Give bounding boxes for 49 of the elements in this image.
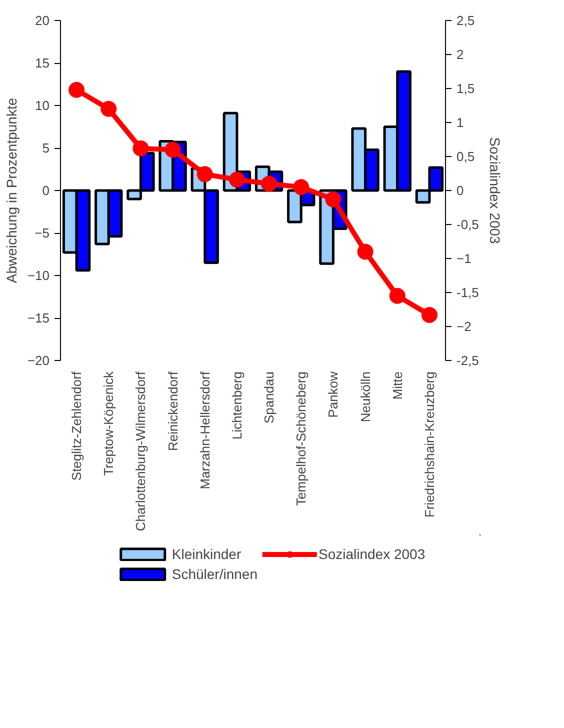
legend-label: Schüler/innen <box>172 566 258 582</box>
y-tick-label: 10 <box>35 98 50 113</box>
legend-label: Kleinkinder <box>172 546 242 562</box>
y2-tick-label: 1,5 <box>456 81 475 96</box>
y2-tick-label: 1 <box>456 115 464 130</box>
y2-tick-label: 0,5 <box>456 149 475 164</box>
x-tick-label: Friedrichshain-Kreuzberg <box>422 372 437 518</box>
x-tick-label: Spandau <box>262 371 277 424</box>
y-tick-label: 0 <box>42 183 50 198</box>
point <box>325 191 342 208</box>
y2-axis-title: Sozialindex 2003 <box>486 137 503 244</box>
y2-tick-label: −1 <box>456 251 472 266</box>
x-tick-label: Pankow <box>326 370 341 418</box>
point <box>261 176 278 192</box>
x-tick-label: Tempelhof-Schöneberg <box>294 371 309 506</box>
y2-tick-label: 2,5 <box>456 13 475 28</box>
x-tick-label: Mitte <box>390 372 405 400</box>
point <box>68 82 85 98</box>
point <box>421 306 438 323</box>
point <box>132 140 149 156</box>
y2-tick-label: -0,5 <box>456 217 479 232</box>
x-tick-label: Treptow-Köpenick <box>101 371 116 476</box>
point <box>164 142 181 158</box>
point <box>357 244 374 260</box>
y-tick-label: 20 <box>35 13 50 28</box>
x-tick-label: Charlottenburg-Wilmersdorf <box>133 371 148 532</box>
legend-label: Sozialindex 2003 <box>318 546 426 562</box>
point <box>100 100 117 117</box>
y2-tick-label: -2,5 <box>456 353 479 368</box>
y-tick-label: −5 <box>34 226 50 240</box>
point <box>389 288 406 304</box>
y2-tick-label: 0 <box>456 183 464 198</box>
y-tick-label: 5 <box>42 140 50 156</box>
y-tick-label: −15 <box>27 310 50 326</box>
y-tick-label: −10 <box>27 268 50 283</box>
y2-tick-label: 2 <box>456 47 464 62</box>
y2-tick-label: -1,5 <box>456 285 479 300</box>
y-axis-title: Abweichung in Prozentpunkte <box>3 98 20 284</box>
point <box>228 172 245 188</box>
y2-tick-label: −2 <box>456 319 472 334</box>
x-tick-label: Neukölln <box>358 371 373 422</box>
y-tick-label: −20 <box>27 353 50 368</box>
y-tick-label: 15 <box>35 56 50 70</box>
point <box>196 166 213 182</box>
x-tick-label: Steglitz-Zehlendorf <box>69 371 84 481</box>
x-tick-label: Marzahn-Hellersdorf <box>197 371 212 490</box>
x-tick-label: Lichtenberg <box>229 371 244 440</box>
x-tick-label: Reinickendorf <box>165 371 180 451</box>
point <box>293 179 310 196</box>
